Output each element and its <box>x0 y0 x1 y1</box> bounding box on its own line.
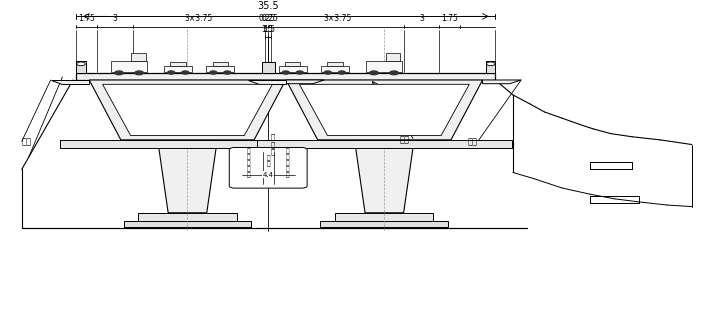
Text: 3×3.75: 3×3.75 <box>185 14 213 23</box>
Bar <box>138 213 237 220</box>
Polygon shape <box>482 80 521 84</box>
Bar <box>486 61 496 73</box>
Text: 1.5: 1.5 <box>264 25 276 34</box>
Polygon shape <box>89 80 285 140</box>
Bar <box>77 61 86 73</box>
Circle shape <box>115 71 123 75</box>
Circle shape <box>389 71 398 75</box>
Bar <box>111 61 148 72</box>
Text: 水管: 水管 <box>22 137 32 146</box>
Circle shape <box>77 62 85 66</box>
Bar <box>321 220 449 227</box>
Bar <box>366 61 402 72</box>
Circle shape <box>324 71 331 74</box>
Bar <box>206 66 234 72</box>
Bar <box>262 62 274 73</box>
Text: 0.25: 0.25 <box>258 14 275 23</box>
Polygon shape <box>354 140 414 213</box>
Text: 35.5: 35.5 <box>257 1 279 11</box>
Bar <box>386 53 401 61</box>
Bar <box>335 213 434 220</box>
Bar <box>212 62 228 66</box>
Bar <box>327 62 342 66</box>
Circle shape <box>224 71 231 74</box>
Bar <box>285 62 300 66</box>
Bar <box>171 62 186 66</box>
Circle shape <box>135 71 143 75</box>
Text: 1.75: 1.75 <box>441 14 458 23</box>
Bar <box>278 66 307 72</box>
Circle shape <box>209 71 217 74</box>
Text: 线
路
中
心
线: 线 路 中 心 线 <box>247 148 250 178</box>
Bar <box>60 140 315 148</box>
Circle shape <box>486 62 495 66</box>
Text: 水管: 水管 <box>467 137 477 146</box>
Bar <box>257 140 512 148</box>
Text: 3: 3 <box>419 14 424 23</box>
Text: 心
线: 心 线 <box>266 156 270 167</box>
Bar <box>321 66 349 72</box>
FancyBboxPatch shape <box>229 147 307 188</box>
Circle shape <box>296 71 303 74</box>
Text: 3×3.75: 3×3.75 <box>323 14 352 23</box>
Polygon shape <box>103 84 272 136</box>
Text: 4.4: 4.4 <box>263 172 273 178</box>
Circle shape <box>168 71 174 74</box>
Polygon shape <box>285 80 324 84</box>
Bar <box>165 66 192 72</box>
Polygon shape <box>51 80 89 84</box>
Text: 1.5: 1.5 <box>261 25 273 34</box>
Text: 3: 3 <box>112 14 117 23</box>
Circle shape <box>282 71 289 74</box>
Polygon shape <box>286 80 482 140</box>
Text: 桥
梁
中: 桥 梁 中 <box>270 134 275 155</box>
Text: 1.75: 1.75 <box>78 14 95 23</box>
Bar <box>131 53 146 61</box>
Polygon shape <box>247 80 286 84</box>
Text: 线
路
中
心
线: 线 路 中 心 线 <box>286 148 290 178</box>
Bar <box>124 220 251 227</box>
Text: 电缆: 电缆 <box>399 135 409 145</box>
Circle shape <box>370 71 378 75</box>
Bar <box>77 73 496 80</box>
Polygon shape <box>299 84 469 136</box>
Text: 0.25: 0.25 <box>262 14 278 23</box>
Polygon shape <box>157 140 217 213</box>
Circle shape <box>181 71 188 74</box>
Circle shape <box>338 71 345 74</box>
